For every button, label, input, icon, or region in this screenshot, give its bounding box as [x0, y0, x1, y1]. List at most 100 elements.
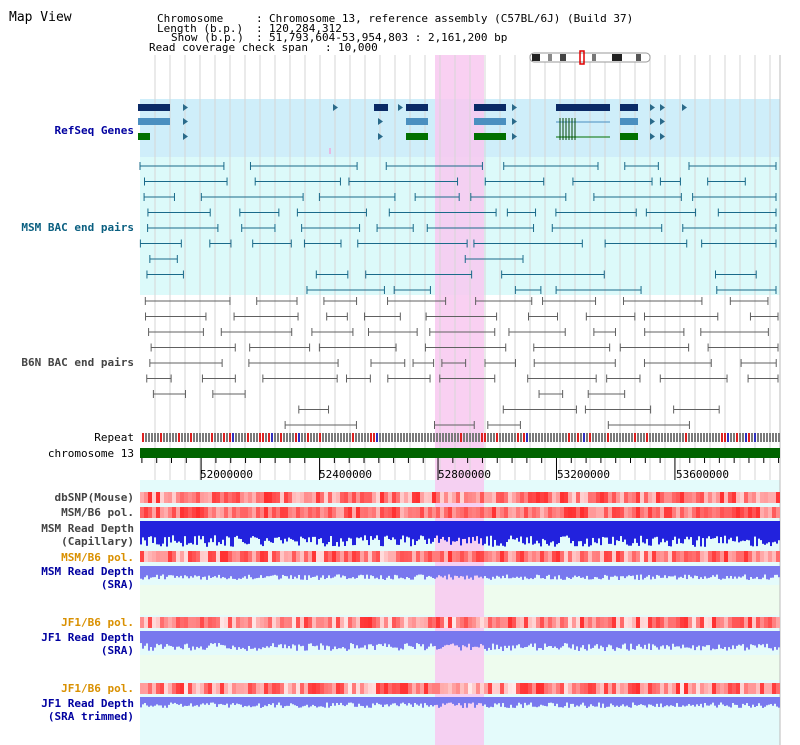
jf1-b6-pol-cell	[508, 683, 512, 694]
msm-b6-pol-cell	[492, 507, 496, 518]
jf1-depth-sra-bar	[662, 631, 664, 646]
jf1-depth-trim-bar	[242, 697, 244, 708]
msm-b6-pol-cell	[376, 507, 380, 518]
msm-depth-cap-bar	[768, 521, 770, 543]
jf1-b6-pol-cell	[284, 683, 288, 694]
repeat-element	[505, 433, 507, 442]
msm-depth-sra-bar	[568, 566, 570, 578]
jf1-depth-sra-bar	[228, 631, 230, 649]
jf1-depth-trim-bar	[382, 697, 384, 708]
msm-depth-cap-bar	[638, 521, 640, 546]
info-chromosome-key: Chromosome	[157, 12, 224, 25]
msm-depth-sra-bar	[638, 566, 640, 580]
jf1-depth-sra-bar	[286, 631, 288, 649]
track-label-msm-bac[interactable]: MSM BAC end pairs	[21, 221, 134, 234]
msm-depth-sra-bar	[452, 566, 454, 580]
msm-depth-cap-bar	[296, 521, 298, 542]
repeat-element	[685, 433, 687, 442]
msm-b6-pol-cell	[412, 551, 416, 562]
jf1-depth-sra-bar	[504, 631, 506, 646]
msm-b6-pol-cell	[512, 507, 516, 518]
dbsnp-cell	[628, 492, 632, 503]
dbsnp-cell	[720, 492, 724, 503]
jf1-depth-trim-bar	[588, 697, 590, 707]
jf1-b6-pol-cell	[468, 683, 472, 694]
dbsnp-cell	[776, 492, 780, 503]
dbsnp-cell	[496, 492, 500, 503]
msm-depth-cap-bar	[140, 521, 142, 545]
msm-depth-cap-bar	[464, 521, 466, 539]
jf1-depth-trim-bar	[770, 697, 772, 705]
jf1-b6-pol-cell	[380, 617, 384, 628]
jf1-depth-trim-bar	[298, 697, 300, 708]
repeat-element	[712, 433, 714, 442]
msm-b6-pol-cell	[448, 551, 452, 562]
msm-depth-cap-bar	[504, 521, 506, 547]
jf1-depth-trim-bar	[168, 697, 170, 705]
msm-depth-sra-bar	[178, 566, 180, 578]
msm-b6-pol-cell	[704, 507, 708, 518]
dbsnp-cell	[240, 492, 244, 503]
track-label-jf1-depth-trim-1[interactable]: JF1 Read Depth	[41, 697, 134, 710]
jf1-depth-trim-bar	[666, 697, 668, 706]
msm-b6-pol-cell	[768, 551, 772, 562]
dbsnp-cell	[272, 492, 276, 503]
msm-depth-sra-bar	[664, 566, 666, 576]
repeat-element	[727, 433, 729, 442]
jf1-b6-pol-cell	[180, 617, 184, 628]
msm-b6-pol-cell	[736, 551, 740, 562]
dbsnp-cell	[384, 492, 388, 503]
jf1-b6-pol-cell	[204, 683, 208, 694]
jf1-depth-trim-bar	[248, 697, 250, 706]
track-label-msm-depth-cap-1[interactable]: MSM Read Depth	[41, 522, 134, 535]
jf1-depth-sra-bar	[204, 631, 206, 650]
dbsnp-cell	[728, 492, 732, 503]
msm-b6-pol-cell	[288, 551, 292, 562]
msm-b6-pol-cell	[172, 507, 176, 518]
msm-b6-pol-cell	[672, 507, 676, 518]
jf1-depth-sra-bar	[196, 631, 198, 647]
msm-depth-cap-bar	[406, 521, 408, 537]
msm-depth-cap-bar	[346, 521, 348, 542]
jf1-depth-trim-bar	[408, 697, 410, 704]
jf1-b6-pol-cell	[296, 683, 300, 694]
jf1-b6-pol-cell	[504, 683, 508, 694]
info-show-key: Show (b.p.)	[171, 31, 244, 44]
msm-depth-sra-bar	[704, 566, 706, 577]
msm-depth-sra-bar	[430, 566, 432, 577]
msm-depth-sra-bar	[518, 566, 520, 578]
jf1-b6-pol-cell	[240, 683, 244, 694]
msm-b6-pol-cell	[400, 551, 404, 562]
track-label-msm-b6-pol-1[interactable]: MSM/B6 pol.	[61, 506, 134, 519]
jf1-depth-sra-bar	[740, 631, 742, 646]
track-label-repeat[interactable]: Repeat	[94, 431, 134, 444]
refseq-gene	[620, 104, 638, 111]
refseq-arrow	[512, 118, 517, 125]
msm-depth-cap-bar	[726, 521, 728, 544]
track-label-jf1-b6-pol-2[interactable]: JF1/B6 pol.	[61, 682, 134, 695]
repeat-element	[205, 433, 207, 442]
track-label-refseq[interactable]: RefSeq Genes	[54, 124, 134, 137]
jf1-depth-sra-bar	[516, 631, 518, 646]
jf1-depth-trim-bar	[560, 697, 562, 708]
track-label-b6n-bac[interactable]: B6N BAC end pairs	[21, 356, 134, 369]
msm-b6-pol-cell	[700, 507, 704, 518]
msm-depth-cap-bar	[750, 521, 752, 546]
msm-depth-cap-bar	[172, 521, 174, 536]
track-label-jf1-depth-sra-1[interactable]: JF1 Read Depth	[41, 631, 134, 644]
track-label-msm-depth-sra-1[interactable]: MSM Read Depth	[41, 565, 134, 578]
msm-depth-cap-bar	[662, 521, 664, 539]
msm-b6-pol-cell	[424, 507, 428, 518]
msm-depth-sra-bar	[640, 566, 642, 575]
track-label-jf1-b6-pol-1[interactable]: JF1/B6 pol.	[61, 616, 134, 629]
jf1-b6-pol-cell	[692, 617, 696, 628]
msm-b6-pol-cell	[192, 551, 196, 562]
msm-depth-sra-bar	[140, 566, 142, 579]
track-label-msm-b6-pol-2[interactable]: MSM/B6 pol.	[61, 551, 134, 564]
jf1-b6-pol-cell	[736, 683, 740, 694]
jf1-depth-sra-bar	[348, 631, 350, 650]
jf1-depth-sra-bar	[380, 631, 382, 645]
msm-depth-cap-bar	[196, 521, 198, 545]
track-label-dbsnp[interactable]: dbSNP(Mouse)	[54, 491, 134, 504]
